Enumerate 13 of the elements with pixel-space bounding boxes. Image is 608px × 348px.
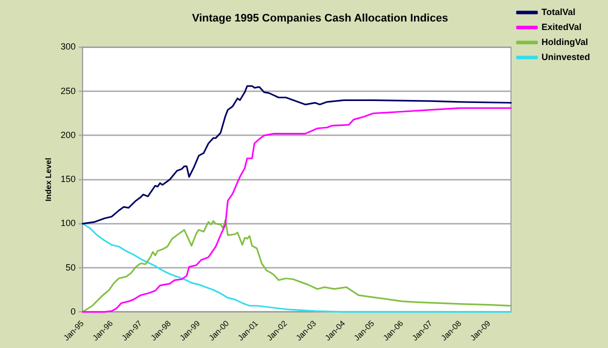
legend-label: HoldingVal (541, 36, 588, 47)
y-tick-label: 50 (66, 262, 76, 272)
y-tick-label: 300 (60, 42, 76, 52)
y-tick-label: 250 (60, 86, 76, 96)
legend-label: ExitedVal (541, 22, 582, 32)
y-tick-label: 150 (60, 174, 76, 184)
y-tick-label: 100 (60, 218, 76, 228)
y-tick-label: 200 (60, 130, 76, 140)
y-tick-label: 0 (70, 306, 76, 316)
y-axis-title: Index Level (44, 158, 54, 202)
legend-label: Uninvested (541, 52, 590, 62)
chart-title: Vintage 1995 Companies Cash Allocation Indices (192, 12, 448, 25)
legend-label: TotalVal (541, 6, 576, 17)
